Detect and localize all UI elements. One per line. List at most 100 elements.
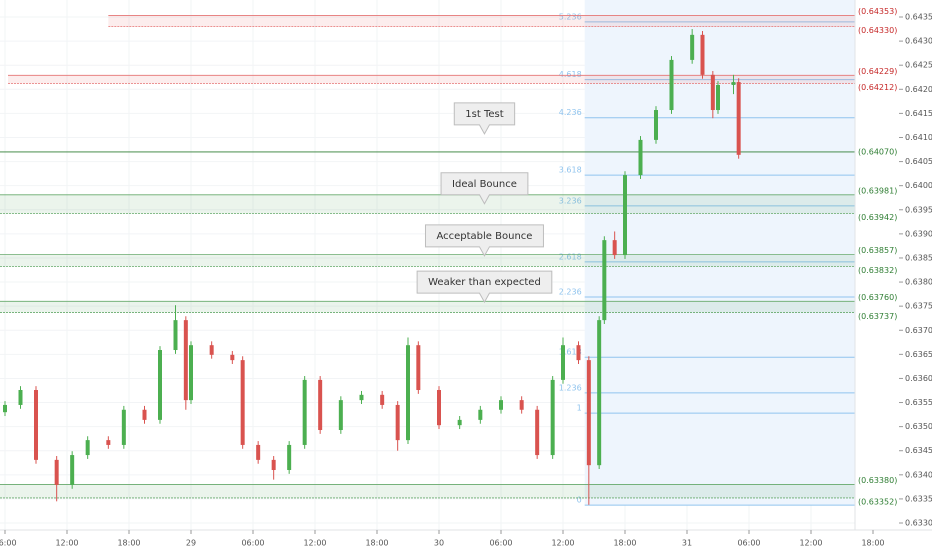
- candle-body: [457, 419, 462, 426]
- candle-body: [106, 440, 111, 445]
- candle-body: [142, 409, 147, 420]
- zone: [0, 301, 855, 313]
- candle-body: [405, 345, 410, 441]
- candle-body: [690, 34, 695, 60]
- zone-price-label: (0.64353): [858, 7, 897, 16]
- x-tick-label: 18:00: [861, 539, 884, 548]
- candle-body: [121, 409, 126, 445]
- price-axis-bg: [855, 0, 932, 530]
- fib-label: 0: [577, 496, 582, 505]
- fib-area: [584, 0, 855, 506]
- fib-label: 3.618: [559, 166, 582, 175]
- candle-body: [436, 390, 441, 426]
- candle-body: [710, 74, 715, 111]
- zone-price-label: (0.63737): [858, 312, 897, 321]
- x-tick-label: 12:00: [551, 539, 574, 548]
- candle-body: [54, 459, 59, 485]
- zone-price-label: (0.63981): [858, 186, 897, 195]
- candle-body: [302, 379, 307, 445]
- zone: [0, 254, 855, 267]
- candle-body: [586, 360, 591, 466]
- callout: 1st Test: [453, 102, 516, 135]
- callout: Acceptable Bounce: [424, 224, 544, 257]
- callout: Ideal Bounce: [440, 172, 529, 205]
- x-tick-label: 06:00: [0, 539, 17, 548]
- x-tick-label: 12:00: [55, 539, 78, 548]
- fib-label: 1.236: [559, 383, 582, 392]
- fib-label: 4.618: [559, 70, 582, 79]
- callout-box: [453, 102, 516, 135]
- candle-body: [189, 345, 194, 401]
- x-tick-label: 31: [682, 539, 692, 548]
- callout-box: [440, 172, 529, 205]
- candle-body: [256, 444, 261, 460]
- candle-body: [240, 360, 245, 445]
- fib-label: 5.236: [559, 12, 582, 21]
- candle-body: [271, 459, 276, 471]
- callout-box: [416, 270, 553, 304]
- candle-body: [612, 240, 617, 256]
- candle-body: [622, 175, 627, 256]
- fib-label: 1.618: [559, 348, 582, 357]
- zone-price-label: (0.64229): [858, 67, 897, 76]
- fib-label: 4.236: [559, 108, 582, 117]
- candle-body: [287, 444, 292, 471]
- time-axis-bg: [0, 530, 932, 550]
- candle-body: [70, 455, 75, 485]
- callout-text: 1st Test: [465, 109, 503, 120]
- candle-body: [535, 409, 540, 456]
- candle-body: [183, 320, 188, 401]
- candle-body: [550, 379, 555, 456]
- x-tick-label: 18:00: [613, 539, 636, 548]
- zone-price-label: (0.64212): [858, 83, 897, 92]
- zone: [0, 484, 855, 498]
- zone-price-label: (0.63942): [858, 213, 897, 222]
- candle-body: [209, 345, 214, 355]
- candle-body: [380, 394, 385, 405]
- callout-text: Ideal Bounce: [452, 179, 517, 190]
- zone-price-label: (0.63380): [858, 476, 897, 485]
- candle-body: [731, 82, 736, 85]
- fib-label: 2.618: [559, 252, 582, 261]
- zone: [0, 194, 855, 214]
- callout-text: Weaker than expected: [428, 277, 541, 288]
- x-tick-label: 18:00: [365, 539, 388, 548]
- x-tick-label: 06:00: [737, 539, 760, 548]
- candle-body: [338, 400, 343, 431]
- candle-body: [18, 390, 23, 405]
- candle-body: [498, 400, 503, 410]
- candle-body: [34, 390, 39, 460]
- candle-body: [158, 350, 163, 420]
- fib-label: 2.236: [559, 287, 582, 296]
- x-tick-label: 12:00: [799, 539, 822, 548]
- fib-label: 1: [577, 404, 582, 413]
- zone-price-label: (0.63832): [858, 266, 897, 275]
- candle-body: [519, 400, 524, 410]
- candle-body: [638, 139, 643, 176]
- candle-body: [230, 354, 235, 361]
- x-tick-label: 18:00: [117, 539, 140, 548]
- x-tick-label: 30: [434, 539, 444, 548]
- zone-price-label: (0.63352): [858, 497, 897, 506]
- zone-price-label: (0.63857): [858, 246, 897, 255]
- zone: [108, 15, 856, 27]
- candle-body: [318, 379, 323, 431]
- candle-body: [359, 394, 364, 401]
- candle-body: [700, 34, 705, 75]
